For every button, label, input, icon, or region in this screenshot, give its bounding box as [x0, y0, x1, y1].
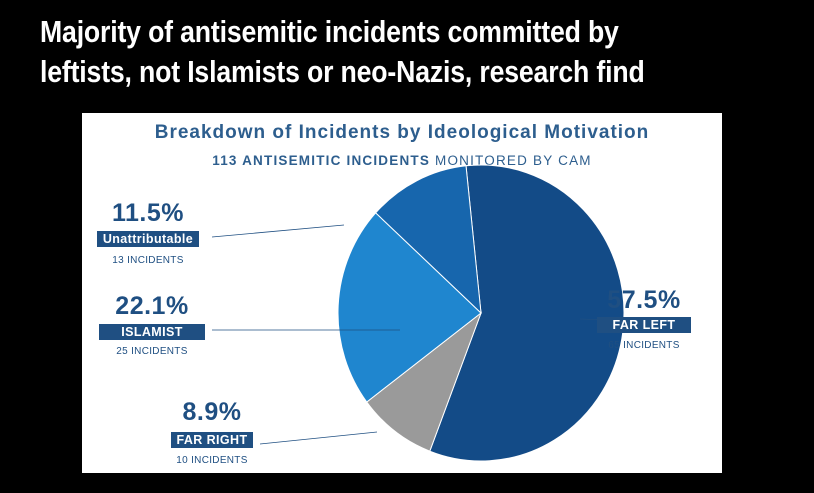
slice-name-far-left: FAR LEFT — [596, 317, 692, 333]
chart-card: Breakdown of Incidents by Ideological Mo… — [82, 113, 722, 473]
slice-count-far-left: 65 INCIDENTS — [608, 340, 680, 351]
slice-percent-far-left: 57.5% — [607, 286, 681, 314]
subtitle-count: 113 ANTISEMITIC INCIDENTS — [212, 153, 431, 168]
slice-count-far-right: 10 INCIDENTS — [176, 455, 248, 466]
pie-slice-far-right — [366, 311, 483, 452]
subtitle-rest: MONITORED BY CAM — [435, 153, 592, 168]
label-unattributable: 11.5% Unattributable 13 INCIDENTS — [84, 199, 212, 266]
headline-line-2: leftists, not Islamists or neo-Nazis, re… — [40, 54, 645, 89]
leader-unattributable — [211, 224, 345, 238]
leader-far-right — [259, 431, 378, 445]
slice-percent-unattributable: 11.5% — [111, 199, 184, 227]
slice-name-far-right: FAR RIGHT — [170, 432, 254, 448]
pie-slice-islamist — [337, 212, 482, 403]
slice-percent-islamist: 22.1% — [115, 292, 189, 320]
label-islamist: 22.1% ISLAMIST 25 INCIDENTS — [92, 292, 212, 357]
pie-chart — [211, 164, 625, 462]
slice-name-islamist: ISLAMIST — [99, 324, 205, 340]
label-far-right: 8.9% FAR RIGHT 10 INCIDENTS — [164, 398, 260, 466]
pie-slice-unattributable — [375, 165, 482, 315]
slice-percent-far-right: 8.9% — [182, 398, 242, 426]
chart-subtitle: 113 ANTISEMITIC INCIDENTS MONITORED BY C… — [82, 153, 722, 168]
chart-title: Breakdown of Incidents by Ideological Mo… — [154, 122, 650, 143]
slice-count-unattributable: 13 INCIDENTS — [112, 255, 184, 266]
slice-name-unattributable: Unattributable — [96, 231, 200, 247]
slice-count-islamist: 25 INCIDENTS — [116, 346, 188, 357]
pie-slices — [337, 164, 625, 462]
label-far-left: 57.5% FAR LEFT 65 INCIDENTS — [582, 286, 706, 351]
headline-line-1: Majority of antisemitic incidents commit… — [40, 14, 619, 49]
headline: Majority of antisemitic incidents commit… — [40, 12, 702, 92]
